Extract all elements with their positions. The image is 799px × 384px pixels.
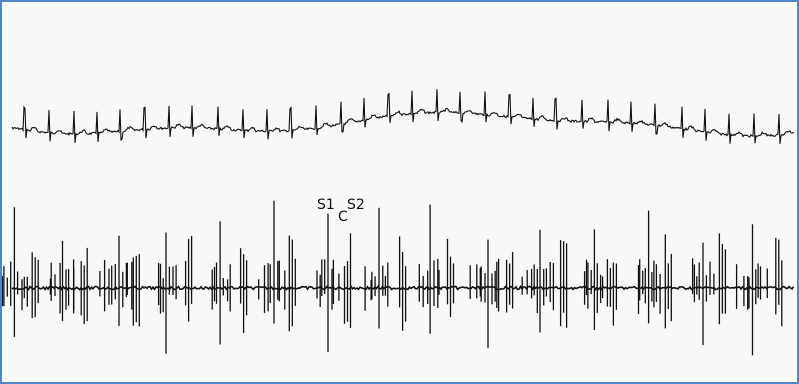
ecg-trace — [11, 89, 795, 144]
phonocardiogram-spikes — [2, 200, 783, 356]
label-s1: S1 — [317, 197, 335, 213]
label-s2: S2 — [347, 197, 365, 213]
label-c: C — [338, 209, 348, 225]
